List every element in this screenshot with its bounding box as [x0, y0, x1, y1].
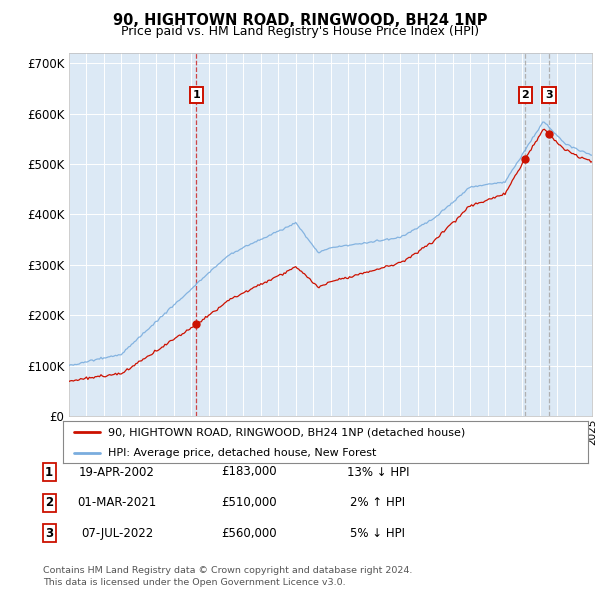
Text: 90, HIGHTOWN ROAD, RINGWOOD, BH24 1NP: 90, HIGHTOWN ROAD, RINGWOOD, BH24 1NP	[113, 13, 487, 28]
Text: 07-JUL-2022: 07-JUL-2022	[81, 527, 153, 540]
Text: 1: 1	[45, 466, 53, 478]
Text: 2: 2	[521, 90, 529, 100]
Text: 01-MAR-2021: 01-MAR-2021	[77, 496, 157, 509]
Text: 5% ↓ HPI: 5% ↓ HPI	[350, 527, 406, 540]
Text: £510,000: £510,000	[221, 496, 277, 509]
Text: 1: 1	[193, 90, 200, 100]
Text: 13% ↓ HPI: 13% ↓ HPI	[347, 466, 409, 478]
Text: Price paid vs. HM Land Registry's House Price Index (HPI): Price paid vs. HM Land Registry's House …	[121, 25, 479, 38]
Text: 3: 3	[545, 90, 553, 100]
Text: 90, HIGHTOWN ROAD, RINGWOOD, BH24 1NP (detached house): 90, HIGHTOWN ROAD, RINGWOOD, BH24 1NP (d…	[107, 427, 465, 437]
Text: 19-APR-2002: 19-APR-2002	[79, 466, 155, 478]
Text: £183,000: £183,000	[221, 466, 277, 478]
Text: Contains HM Land Registry data © Crown copyright and database right 2024.
This d: Contains HM Land Registry data © Crown c…	[43, 566, 413, 587]
Text: HPI: Average price, detached house, New Forest: HPI: Average price, detached house, New …	[107, 448, 376, 457]
Text: 2: 2	[45, 496, 53, 509]
Text: 3: 3	[45, 527, 53, 540]
Text: £560,000: £560,000	[221, 527, 277, 540]
Text: 2% ↑ HPI: 2% ↑ HPI	[350, 496, 406, 509]
